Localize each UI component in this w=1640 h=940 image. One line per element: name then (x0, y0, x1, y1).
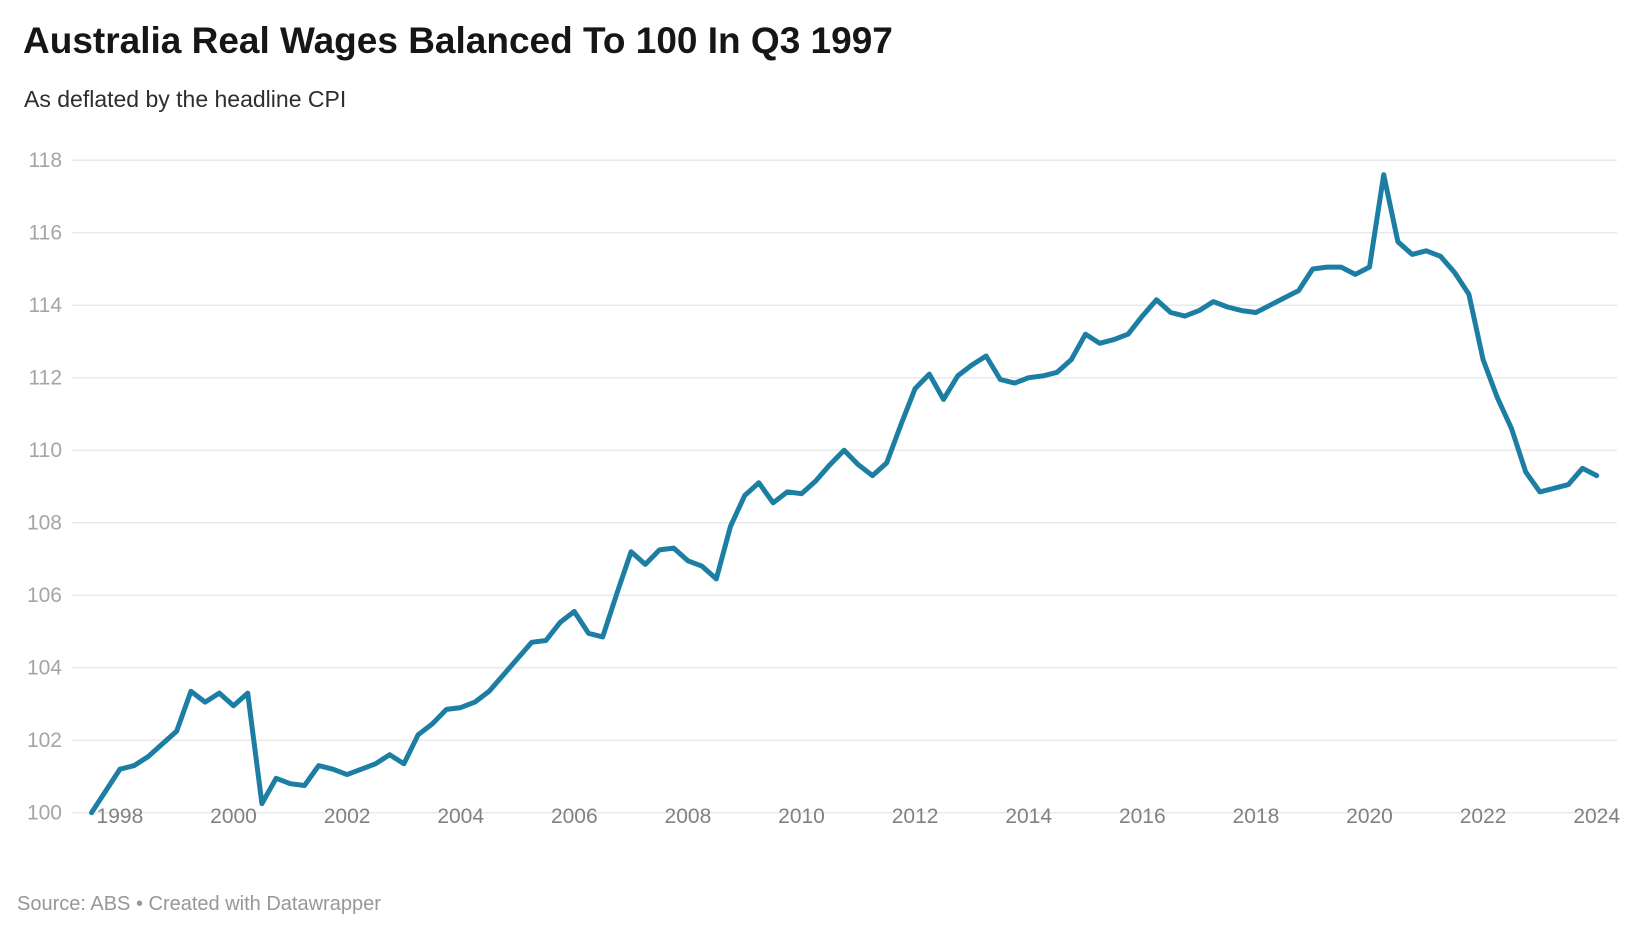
x-tick-label: 2006 (551, 805, 598, 828)
gridlines (72, 159, 1617, 814)
y-axis-labels: 100 102 104 106 108 110 112 114 116 118 (27, 149, 62, 825)
y-tick-label: 116 (29, 222, 62, 245)
x-tick-label: 2000 (210, 805, 257, 828)
x-tick-label: 2004 (437, 805, 484, 828)
y-tick-label: 114 (29, 294, 63, 317)
x-tick-label: 2014 (1005, 805, 1052, 828)
y-tick-label: 118 (29, 149, 62, 172)
y-tick-label: 102 (27, 729, 62, 752)
y-tick-label: 106 (27, 584, 62, 607)
x-tick-label: 2018 (1233, 805, 1280, 828)
wage-line (89, 172, 1600, 816)
x-tick-label: 2002 (324, 805, 371, 828)
y-tick-label: 108 (27, 512, 62, 535)
y-tick-label: 104 (27, 657, 62, 680)
x-tick-label: 2008 (665, 805, 712, 828)
x-tick-label: 2016 (1119, 805, 1166, 828)
y-tick-label: 100 (27, 802, 62, 825)
y-tick-label: 110 (29, 439, 62, 462)
x-tick-label: 1998 (97, 805, 144, 828)
x-axis-labels: 1998 2000 2002 2004 2006 2008 2010 2012 2014 2016… (97, 805, 1621, 828)
x-tick-label: 2024 (1573, 805, 1620, 828)
chart-title: Australia Real Wages Balanced To 100 In … (23, 20, 893, 61)
y-tick-label: 112 (29, 367, 62, 390)
source-note: Source: ABS • Created with Datawrapper (17, 893, 381, 915)
chart-subtitle: As deflated by the headline CPI (24, 86, 347, 112)
wage-line-series (89, 172, 1600, 816)
x-tick-label: 2020 (1346, 805, 1393, 828)
x-tick-label: 2012 (892, 805, 939, 828)
x-tick-label: 2022 (1460, 805, 1507, 828)
x-tick-label: 2010 (778, 805, 825, 828)
